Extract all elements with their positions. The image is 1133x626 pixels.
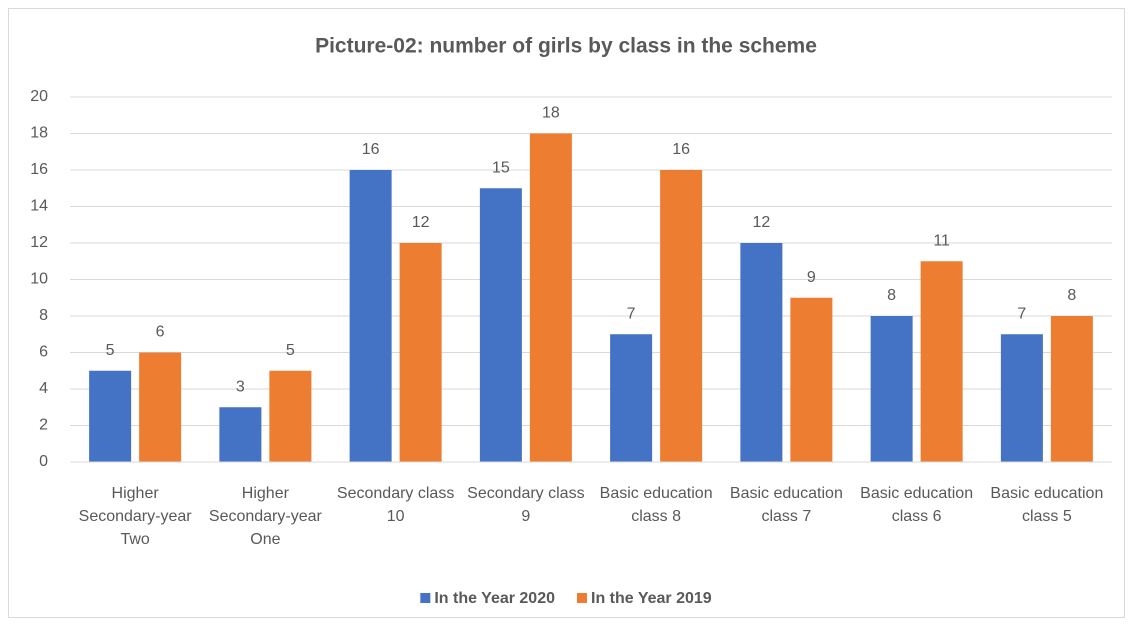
bar	[479, 188, 522, 462]
y-tick-label: 12	[30, 234, 48, 251]
y-tick-label: 14	[30, 198, 48, 215]
x-tick-label: Basic education class 7	[729, 485, 843, 525]
data-label: 12	[752, 214, 770, 231]
bar	[610, 334, 653, 462]
legend-swatch	[577, 593, 587, 603]
data-label: 6	[156, 324, 165, 341]
data-label: 8	[887, 287, 896, 304]
legend-label: In the Year 2019	[591, 590, 712, 607]
x-tick-label: Basic education class 8	[599, 485, 713, 525]
data-label: 18	[542, 105, 560, 122]
data-label: 5	[106, 342, 115, 359]
bar	[269, 370, 312, 462]
bar	[870, 316, 913, 462]
legend-swatch	[420, 593, 431, 603]
bar	[399, 243, 442, 462]
data-label: 8	[1067, 287, 1076, 304]
x-tick-label: Secondary class 10	[336, 485, 455, 525]
y-tick-label: 16	[30, 161, 48, 178]
bar	[1050, 316, 1093, 462]
bar	[790, 297, 833, 462]
x-tick-label: Higher Secondary-year Two	[78, 485, 192, 548]
data-label: 15	[492, 159, 510, 176]
y-tick-label: 8	[39, 307, 48, 324]
bar	[660, 170, 703, 462]
bar	[219, 407, 262, 462]
data-label: 3	[236, 378, 245, 395]
y-tick-label: 2	[39, 417, 48, 434]
bar	[740, 243, 783, 462]
data-label: 5	[286, 342, 295, 359]
x-tick-label: Basic education class 6	[860, 485, 974, 525]
data-label: 12	[412, 214, 430, 231]
data-label: 7	[627, 305, 636, 322]
bar	[920, 261, 963, 462]
bar	[349, 170, 392, 462]
x-tick-label: Higher Secondary-year One	[208, 485, 322, 548]
y-tick-label: 0	[39, 453, 48, 470]
legend-label: In the Year 2020	[434, 590, 555, 607]
y-tick-label: 20	[30, 88, 48, 105]
data-label: 9	[807, 269, 816, 286]
x-tick-label: Secondary class 9	[467, 485, 585, 525]
bar	[1000, 334, 1043, 462]
x-tick-label: Basic education class 5	[990, 485, 1104, 525]
chart-title: Picture-02: number of girls by class in …	[315, 35, 817, 58]
bar	[89, 370, 132, 462]
y-tick-label: 6	[39, 344, 48, 361]
y-tick-label: 18	[30, 125, 48, 142]
y-tick-label: 4	[39, 380, 48, 397]
data-label: 11	[933, 232, 950, 249]
data-label: 16	[362, 141, 380, 158]
data-label: 16	[672, 141, 690, 158]
data-label: 7	[1017, 305, 1026, 322]
bar	[139, 352, 182, 462]
y-tick-label: 10	[30, 271, 48, 288]
bar	[529, 133, 572, 462]
